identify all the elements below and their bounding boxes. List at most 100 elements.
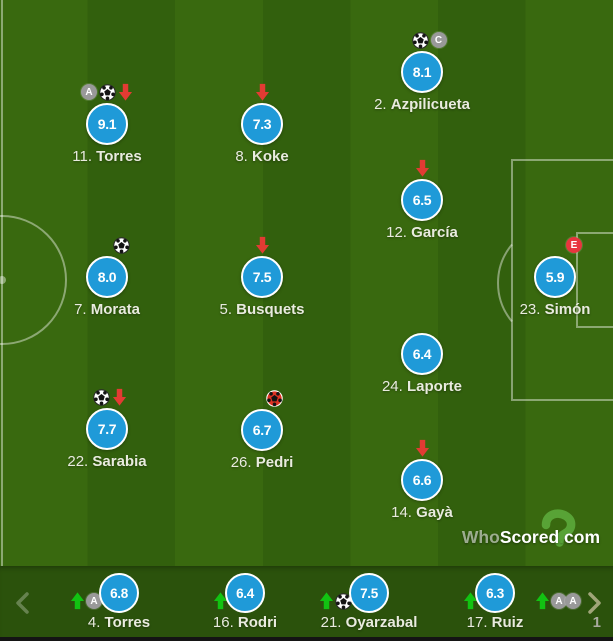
assist-icon: A: [86, 593, 102, 609]
player-rating-badge[interactable]: 6.6: [401, 459, 443, 501]
player[interactable]: 6.6 14. Gayà: [347, 438, 497, 530]
player-number: 26.: [230, 454, 252, 471]
substitute-name: 21. Oyarzabal: [294, 614, 444, 631]
sub-on-arrow-icon: [535, 591, 550, 611]
assist-icon: A: [81, 84, 97, 100]
substitute[interactable]: A 6.8 4. Torres: [44, 566, 194, 637]
player-number: 5.: [219, 301, 232, 318]
player-number: 24.: [381, 378, 403, 395]
player-number: 23.: [519, 301, 541, 318]
player-lastname: Sarabia: [92, 453, 147, 470]
player-rating: 9.1: [97, 116, 117, 132]
player-rating-badge[interactable]: 7.7: [86, 408, 128, 450]
pitch-markings: [0, 0, 613, 566]
player-status-icons: [187, 235, 337, 255]
player[interactable]: 7.7 22. Sarabia: [32, 387, 182, 479]
player-rating-badge[interactable]: 5.9: [534, 256, 576, 298]
player-rating-badge[interactable]: 9.1: [86, 103, 128, 145]
substitute-name: 16. Rodri: [170, 614, 320, 631]
player-name: 8. Koke: [187, 148, 337, 165]
own-goal-icon: [265, 389, 283, 407]
rating-down-arrow-icon: [112, 387, 127, 407]
player-rating-badge[interactable]: 7.5: [241, 256, 283, 298]
player-name: 2. Azpilicueta: [347, 96, 497, 113]
player-rating-badge[interactable]: 6.7: [241, 409, 283, 451]
player-lastname: Laporte: [407, 378, 463, 395]
player-number: 7.: [74, 301, 87, 318]
chevron-right-icon: [588, 592, 601, 614]
player-name: 14. Gayà: [347, 504, 497, 521]
substitute-rating-badge[interactable]: 7.5: [349, 573, 389, 613]
player-rating-badge[interactable]: 8.1: [401, 51, 443, 93]
goal-icon: [99, 83, 116, 101]
player-number: 8.: [235, 148, 248, 165]
substitute[interactable]: 6.3 17. Ruiz: [420, 566, 570, 637]
captain-icon: C: [430, 32, 447, 48]
substitute-rating: 6.3: [486, 585, 504, 601]
goal-icon: [335, 592, 352, 610]
player-lastname: Busquets: [236, 301, 305, 318]
substitute-rating-badge[interactable]: 6.8: [99, 573, 139, 613]
player-lastname: Simón: [544, 301, 591, 318]
substitute-rating-badge[interactable]: 6.3: [475, 573, 515, 613]
substitute-partial-label: 1: [592, 614, 601, 631]
goal-icon: [112, 236, 130, 254]
player-status-icons: A: [32, 82, 182, 102]
player-status-icons: [347, 312, 497, 332]
substitute-number: 17.: [466, 614, 488, 631]
rating-down-arrow-icon: [415, 158, 430, 178]
player-rating-badge[interactable]: 6.5: [401, 179, 443, 221]
player[interactable]: 6.5 12. García: [347, 158, 497, 250]
player-rating-badge[interactable]: 6.4: [401, 333, 443, 375]
player[interactable]: A 9.1 11. Torres: [32, 82, 182, 174]
player-number: 14.: [391, 504, 412, 521]
player[interactable]: C 8.1 2. Azpilicueta: [347, 30, 497, 122]
substitute-lastname: Ruiz: [491, 614, 524, 631]
player-rating: 6.5: [412, 192, 432, 208]
substitute[interactable]: 7.5 21. Oyarzabal: [294, 566, 444, 637]
player-name: 12. García: [347, 224, 497, 241]
player-status-icons: [32, 235, 182, 255]
substitute-rating: 6.8: [110, 585, 128, 601]
player-rating: 7.5: [252, 269, 272, 285]
player[interactable]: 6.4 24. Laporte: [347, 312, 497, 404]
whoscored-watermark[interactable]: WhoScored.com: [462, 509, 600, 548]
player-status-icons: [347, 158, 497, 178]
question-mark-icon: [541, 509, 576, 547]
pitch: C 8.1 2. Azpilicueta A 9.1 11. Torres 7.3…: [0, 0, 613, 566]
player[interactable]: 7.5 5. Busquets: [187, 235, 337, 327]
player-lastname: Gayà: [416, 504, 453, 521]
penalty-box: [511, 159, 613, 401]
carousel-prev-button[interactable]: [12, 590, 34, 616]
player-name: 23. Simón: [480, 301, 613, 318]
player[interactable]: 6.7 26. Pedri: [187, 388, 337, 480]
substitute-name: 4. Torres: [44, 614, 194, 631]
substitute[interactable]: 6.4 16. Rodri: [170, 566, 320, 637]
error-icon: E: [566, 237, 582, 253]
player-rating-badge[interactable]: 7.3: [241, 103, 283, 145]
player-status-icons: E: [480, 235, 613, 255]
substitute-status-icons: [319, 591, 352, 611]
player[interactable]: 7.3 8. Koke: [187, 82, 337, 174]
goal-icon: [411, 31, 429, 49]
carousel-next-button[interactable]: [583, 590, 605, 616]
chevron-left-icon: [16, 592, 29, 614]
substitute-rating-badge[interactable]: 6.4: [225, 573, 265, 613]
goal-box: [576, 232, 613, 328]
player[interactable]: E 5.9 23. Simón: [480, 235, 613, 327]
substitute-status-icons: [463, 591, 478, 611]
player-status-icons: C: [347, 30, 497, 50]
player-rating-badge[interactable]: 8.0: [86, 256, 128, 298]
player-lastname: Morata: [90, 301, 140, 318]
assist-icon: A: [565, 593, 581, 609]
player-number: 12.: [386, 224, 407, 241]
rating-down-arrow-icon: [255, 235, 270, 255]
player-name: 26. Pedri: [187, 454, 337, 471]
player[interactable]: 8.0 7. Morata: [32, 235, 182, 327]
substitute-rating: 7.5: [360, 585, 378, 601]
player-lastname: Pedri: [255, 454, 294, 471]
substitutes-bar: A 6.8 4. Torres 6.4 16. Rodri 7.5 21. Oy…: [0, 566, 613, 637]
player-rating: 6.4: [412, 346, 432, 362]
